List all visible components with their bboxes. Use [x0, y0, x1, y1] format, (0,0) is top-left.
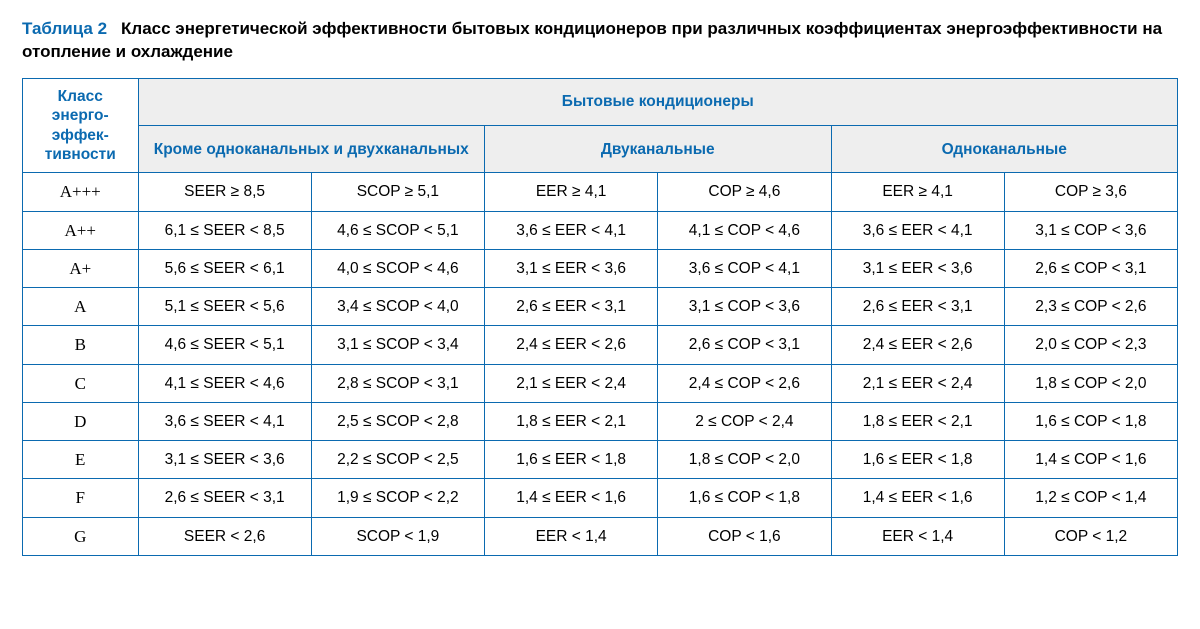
value-cell: COP < 1,2: [1004, 517, 1177, 555]
table-row: A+++SEER ≥ 8,5SCOP ≥ 5,1EER ≥ 4,1COP ≥ 4…: [23, 173, 1178, 211]
value-cell: SCOP ≥ 5,1: [311, 173, 484, 211]
value-cell: 3,1 ≤ SEER < 3,6: [138, 441, 311, 479]
value-cell: 3,1 ≤ EER < 3,6: [831, 249, 1004, 287]
value-cell: 1,8 ≤ EER < 2,1: [831, 402, 1004, 440]
class-cell: A+++: [23, 173, 139, 211]
value-cell: 5,6 ≤ SEER < 6,1: [138, 249, 311, 287]
value-cell: EER ≥ 4,1: [485, 173, 658, 211]
efficiency-table: Класс энерго-эффек-тивности Бытовые конд…: [22, 78, 1178, 556]
class-cell: A+: [23, 249, 139, 287]
table-row: F2,6 ≤ SEER < 3,11,9 ≤ SCOP < 2,21,4 ≤ E…: [23, 479, 1178, 517]
value-cell: 1,9 ≤ SCOP < 2,2: [311, 479, 484, 517]
value-cell: SCOP < 1,9: [311, 517, 484, 555]
value-cell: EER < 1,4: [485, 517, 658, 555]
value-cell: 1,4 ≤ COP < 1,6: [1004, 441, 1177, 479]
value-cell: 3,6 ≤ EER < 4,1: [831, 211, 1004, 249]
caption-label: Таблица 2: [22, 19, 107, 38]
value-cell: 3,6 ≤ EER < 4,1: [485, 211, 658, 249]
table-body: A+++SEER ≥ 8,5SCOP ≥ 5,1EER ≥ 4,1COP ≥ 4…: [23, 173, 1178, 556]
class-cell: A: [23, 288, 139, 326]
table-row: A++6,1 ≤ SEER < 8,54,6 ≤ SCOP < 5,13,6 ≤…: [23, 211, 1178, 249]
value-cell: 1,8 ≤ EER < 2,1: [485, 402, 658, 440]
value-cell: 2,6 ≤ SEER < 3,1: [138, 479, 311, 517]
value-cell: 2,1 ≤ EER < 2,4: [831, 364, 1004, 402]
value-cell: 4,6 ≤ SCOP < 5,1: [311, 211, 484, 249]
value-cell: 1,6 ≤ EER < 1,8: [831, 441, 1004, 479]
value-cell: 2,3 ≤ COP < 2,6: [1004, 288, 1177, 326]
value-cell: 3,1 ≤ COP < 3,6: [1004, 211, 1177, 249]
class-cell: C: [23, 364, 139, 402]
value-cell: 3,6 ≤ COP < 4,1: [658, 249, 831, 287]
value-cell: COP < 1,6: [658, 517, 831, 555]
col-header-class: Класс энерго-эффек-тивности: [23, 78, 139, 173]
table-row: E3,1 ≤ SEER < 3,62,2 ≤ SCOP < 2,51,6 ≤ E…: [23, 441, 1178, 479]
value-cell: 2,4 ≤ EER < 2,6: [831, 326, 1004, 364]
value-cell: 3,1 ≤ EER < 3,6: [485, 249, 658, 287]
value-cell: 1,4 ≤ EER < 1,6: [831, 479, 1004, 517]
header-row-2: Кроме одноканальных и двухканальных Двук…: [23, 126, 1178, 173]
value-cell: 2,6 ≤ EER < 3,1: [485, 288, 658, 326]
class-cell: F: [23, 479, 139, 517]
value-cell: 3,6 ≤ SEER < 4,1: [138, 402, 311, 440]
value-cell: 4,1 ≤ SEER < 4,6: [138, 364, 311, 402]
value-cell: COP ≥ 4,6: [658, 173, 831, 211]
value-cell: 4,6 ≤ SEER < 5,1: [138, 326, 311, 364]
value-cell: 3,4 ≤ SCOP < 4,0: [311, 288, 484, 326]
value-cell: 2,6 ≤ COP < 3,1: [658, 326, 831, 364]
col-header-supergroup: Бытовые кондиционеры: [138, 78, 1178, 125]
value-cell: 2,4 ≤ EER < 2,6: [485, 326, 658, 364]
caption-title: Класс энергетической эффективности бытов…: [22, 19, 1162, 61]
class-cell: E: [23, 441, 139, 479]
value-cell: 1,8 ≤ COP < 2,0: [658, 441, 831, 479]
value-cell: COP ≥ 3,6: [1004, 173, 1177, 211]
value-cell: 4,0 ≤ SCOP < 4,6: [311, 249, 484, 287]
value-cell: 3,1 ≤ SCOP < 3,4: [311, 326, 484, 364]
value-cell: 6,1 ≤ SEER < 8,5: [138, 211, 311, 249]
col-header-group-2: Одноканальные: [831, 126, 1178, 173]
value-cell: 4,1 ≤ COP < 4,6: [658, 211, 831, 249]
value-cell: 1,6 ≤ COP < 1,8: [1004, 402, 1177, 440]
table-row: A5,1 ≤ SEER < 5,63,4 ≤ SCOP < 4,02,6 ≤ E…: [23, 288, 1178, 326]
table-row: C4,1 ≤ SEER < 4,62,8 ≤ SCOP < 3,12,1 ≤ E…: [23, 364, 1178, 402]
table-caption: Таблица 2Класс энергетической эффективно…: [22, 18, 1178, 64]
value-cell: 2,1 ≤ EER < 2,4: [485, 364, 658, 402]
class-cell: G: [23, 517, 139, 555]
value-cell: 2,2 ≤ SCOP < 2,5: [311, 441, 484, 479]
table-row: D3,6 ≤ SEER < 4,12,5 ≤ SCOP < 2,81,8 ≤ E…: [23, 402, 1178, 440]
class-cell: A++: [23, 211, 139, 249]
table-row: A+5,6 ≤ SEER < 6,14,0 ≤ SCOP < 4,63,1 ≤ …: [23, 249, 1178, 287]
value-cell: SEER < 2,6: [138, 517, 311, 555]
value-cell: 2,8 ≤ SCOP < 3,1: [311, 364, 484, 402]
value-cell: EER ≥ 4,1: [831, 173, 1004, 211]
class-cell: D: [23, 402, 139, 440]
col-header-group-1: Двуканальные: [485, 126, 832, 173]
value-cell: 2,6 ≤ COP < 3,1: [1004, 249, 1177, 287]
table-row: B4,6 ≤ SEER < 5,13,1 ≤ SCOP < 3,42,4 ≤ E…: [23, 326, 1178, 364]
value-cell: 2,4 ≤ COP < 2,6: [658, 364, 831, 402]
value-cell: 1,4 ≤ EER < 1,6: [485, 479, 658, 517]
value-cell: 2,6 ≤ EER < 3,1: [831, 288, 1004, 326]
table-row: GSEER < 2,6SCOP < 1,9EER < 1,4COP < 1,6E…: [23, 517, 1178, 555]
value-cell: EER < 1,4: [831, 517, 1004, 555]
class-cell: B: [23, 326, 139, 364]
value-cell: 2 ≤ COP < 2,4: [658, 402, 831, 440]
value-cell: 1,6 ≤ EER < 1,8: [485, 441, 658, 479]
value-cell: 3,1 ≤ COP < 3,6: [658, 288, 831, 326]
value-cell: 2,5 ≤ SCOP < 2,8: [311, 402, 484, 440]
value-cell: 1,2 ≤ COP < 1,4: [1004, 479, 1177, 517]
value-cell: 1,6 ≤ COP < 1,8: [658, 479, 831, 517]
header-row-1: Класс энерго-эффек-тивности Бытовые конд…: [23, 78, 1178, 125]
value-cell: 5,1 ≤ SEER < 5,6: [138, 288, 311, 326]
col-header-group-0: Кроме одноканальных и двухканальных: [138, 126, 485, 173]
value-cell: 2,0 ≤ COP < 2,3: [1004, 326, 1177, 364]
value-cell: 1,8 ≤ COP < 2,0: [1004, 364, 1177, 402]
value-cell: SEER ≥ 8,5: [138, 173, 311, 211]
